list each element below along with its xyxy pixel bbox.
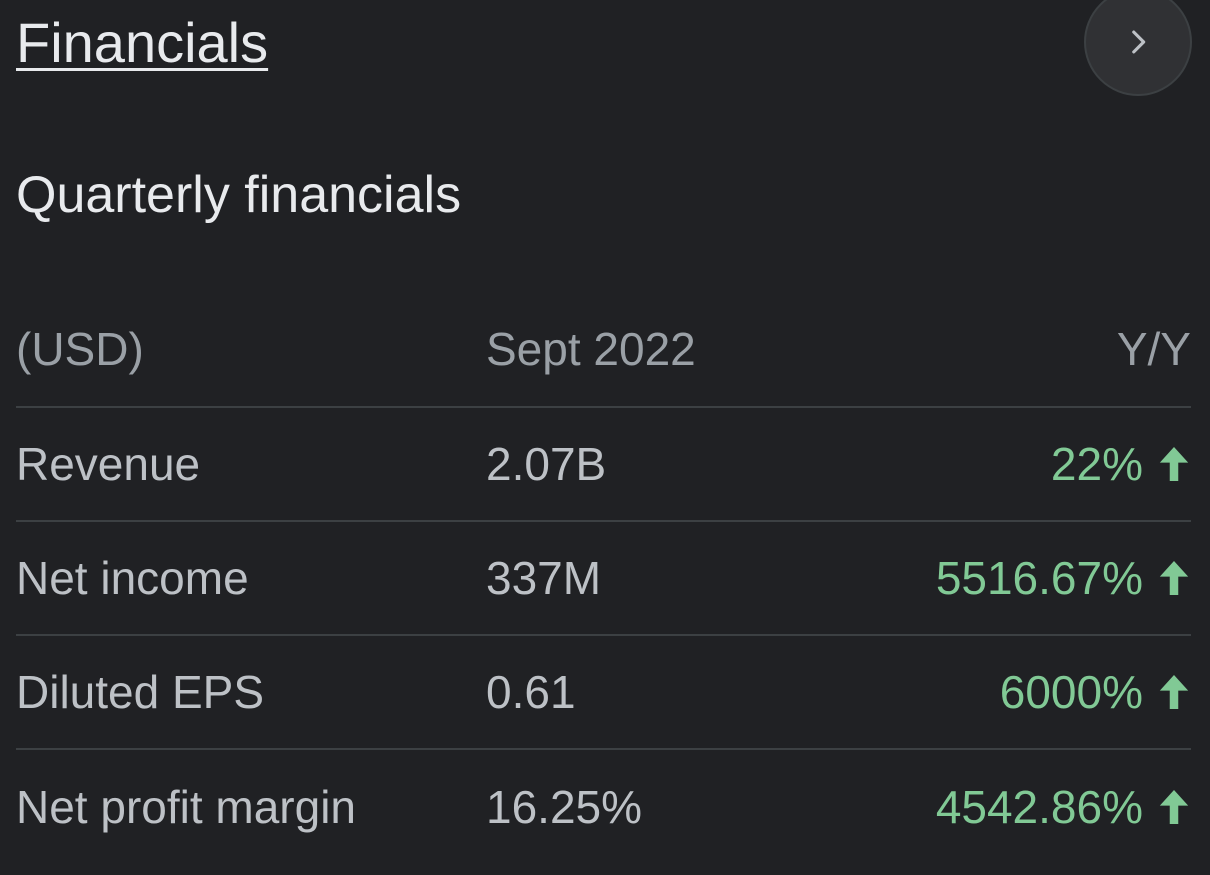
next-button[interactable] xyxy=(1084,0,1192,96)
chevron-right-icon xyxy=(1121,25,1155,59)
arrow-up-icon xyxy=(1157,672,1191,712)
table-header-row: (USD) Sept 2022 Y/Y xyxy=(16,292,1191,408)
table-row: Net profit margin 16.25% 4542.86% xyxy=(16,750,1191,864)
row-change: 6000% xyxy=(1000,636,1191,748)
change-value: 22% xyxy=(1050,438,1143,490)
arrow-up-icon xyxy=(1157,558,1191,598)
row-label: Net income xyxy=(16,552,249,604)
column-header-change: Y/Y xyxy=(1116,323,1191,375)
table-row: Diluted EPS 0.61 6000% xyxy=(16,636,1191,750)
financials-title-link[interactable]: Financials xyxy=(16,11,269,74)
change-value: 4542.86% xyxy=(935,781,1143,833)
change-value: 5516.67% xyxy=(935,552,1143,604)
row-change: 4542.86% xyxy=(936,750,1191,864)
column-header-period: Sept 2022 xyxy=(486,323,696,375)
row-value: 2.07B xyxy=(486,438,607,490)
financials-header: Financials xyxy=(16,0,1192,100)
table-row: Revenue 2.07B 22% xyxy=(16,408,1191,522)
table-row: Net income 337M 5516.67% xyxy=(16,522,1191,636)
row-label: Diluted EPS xyxy=(16,666,265,718)
row-label: Net profit margin xyxy=(16,781,357,833)
section-title: Quarterly financials xyxy=(16,166,462,224)
row-value: 337M xyxy=(486,552,602,604)
row-change: 22% xyxy=(1051,408,1191,520)
row-label: Revenue xyxy=(16,438,201,490)
arrow-up-icon xyxy=(1157,444,1191,484)
column-header-currency: (USD) xyxy=(16,323,144,375)
row-change: 5516.67% xyxy=(936,522,1191,634)
arrow-up-icon xyxy=(1157,787,1191,827)
row-value: 0.61 xyxy=(486,666,576,718)
financials-table: (USD) Sept 2022 Y/Y Revenue 2.07B 22% Ne… xyxy=(16,292,1191,864)
change-value: 6000% xyxy=(999,666,1143,718)
row-value: 16.25% xyxy=(486,781,643,833)
